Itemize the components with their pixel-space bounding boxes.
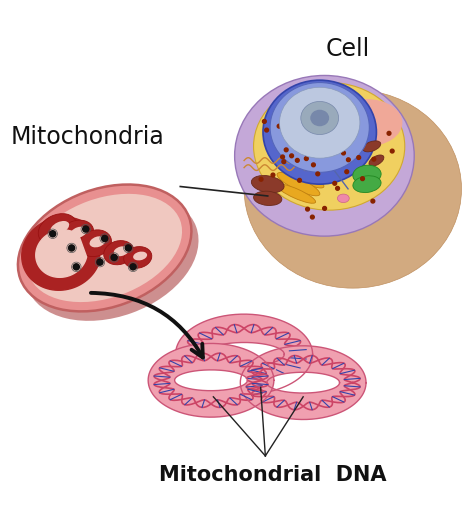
- Circle shape: [96, 258, 104, 266]
- Circle shape: [263, 120, 266, 123]
- Circle shape: [101, 235, 109, 242]
- Polygon shape: [36, 230, 87, 277]
- Circle shape: [390, 149, 394, 153]
- Circle shape: [317, 127, 320, 131]
- Circle shape: [290, 154, 293, 158]
- Circle shape: [277, 124, 281, 128]
- Circle shape: [348, 116, 352, 121]
- Circle shape: [361, 177, 365, 180]
- Circle shape: [129, 263, 137, 271]
- Ellipse shape: [79, 230, 111, 257]
- Ellipse shape: [267, 372, 339, 393]
- Ellipse shape: [369, 155, 384, 166]
- Ellipse shape: [278, 161, 324, 188]
- Ellipse shape: [331, 99, 402, 147]
- Ellipse shape: [251, 176, 284, 193]
- Circle shape: [387, 131, 391, 135]
- Circle shape: [82, 225, 90, 233]
- Circle shape: [323, 206, 327, 210]
- Ellipse shape: [263, 80, 376, 184]
- Text: Mitochondrial  DNA: Mitochondrial DNA: [159, 465, 386, 485]
- Ellipse shape: [276, 184, 316, 203]
- Ellipse shape: [337, 194, 349, 203]
- Circle shape: [303, 112, 307, 116]
- Text: Cell: Cell: [326, 38, 370, 61]
- Ellipse shape: [148, 343, 274, 417]
- Circle shape: [342, 151, 346, 155]
- Ellipse shape: [280, 87, 360, 158]
- Circle shape: [326, 123, 329, 127]
- Ellipse shape: [244, 89, 462, 288]
- Ellipse shape: [254, 191, 282, 205]
- Ellipse shape: [114, 247, 129, 256]
- Ellipse shape: [25, 194, 199, 321]
- Circle shape: [316, 172, 319, 176]
- Circle shape: [265, 128, 268, 132]
- Circle shape: [49, 230, 56, 238]
- Circle shape: [110, 253, 118, 261]
- Ellipse shape: [235, 76, 414, 236]
- Ellipse shape: [281, 150, 330, 181]
- Circle shape: [336, 186, 339, 190]
- Circle shape: [326, 130, 330, 134]
- Circle shape: [282, 160, 286, 163]
- Circle shape: [281, 155, 284, 159]
- Ellipse shape: [270, 83, 369, 172]
- Circle shape: [372, 157, 376, 161]
- Ellipse shape: [363, 141, 381, 152]
- Circle shape: [271, 173, 275, 177]
- Ellipse shape: [70, 226, 87, 238]
- Text: Mitochondria: Mitochondria: [10, 125, 164, 149]
- Circle shape: [314, 126, 318, 130]
- Circle shape: [292, 104, 296, 107]
- Ellipse shape: [301, 102, 338, 134]
- Circle shape: [310, 215, 314, 219]
- Circle shape: [125, 244, 132, 252]
- Ellipse shape: [18, 185, 191, 312]
- Ellipse shape: [59, 220, 93, 248]
- Ellipse shape: [353, 176, 381, 193]
- Ellipse shape: [254, 83, 405, 210]
- Circle shape: [306, 207, 310, 211]
- Circle shape: [68, 244, 75, 252]
- Circle shape: [304, 157, 308, 160]
- Circle shape: [371, 199, 375, 203]
- Ellipse shape: [277, 172, 320, 196]
- Ellipse shape: [90, 236, 106, 248]
- Circle shape: [337, 98, 341, 103]
- Circle shape: [295, 159, 299, 162]
- Ellipse shape: [50, 221, 69, 234]
- Polygon shape: [22, 217, 100, 290]
- Circle shape: [298, 178, 301, 182]
- Circle shape: [345, 170, 349, 174]
- Circle shape: [310, 104, 314, 108]
- Ellipse shape: [310, 110, 329, 126]
- Circle shape: [357, 156, 361, 159]
- Circle shape: [346, 158, 350, 162]
- Ellipse shape: [27, 194, 182, 302]
- Ellipse shape: [133, 252, 147, 260]
- Ellipse shape: [204, 342, 284, 366]
- Circle shape: [73, 263, 80, 271]
- Ellipse shape: [240, 346, 366, 419]
- Ellipse shape: [174, 370, 247, 391]
- Ellipse shape: [124, 247, 152, 268]
- Ellipse shape: [175, 314, 313, 395]
- Ellipse shape: [38, 214, 77, 244]
- Circle shape: [333, 181, 337, 185]
- Circle shape: [311, 163, 315, 167]
- Ellipse shape: [353, 165, 381, 184]
- Ellipse shape: [104, 241, 134, 265]
- Circle shape: [284, 148, 288, 152]
- Circle shape: [259, 177, 263, 181]
